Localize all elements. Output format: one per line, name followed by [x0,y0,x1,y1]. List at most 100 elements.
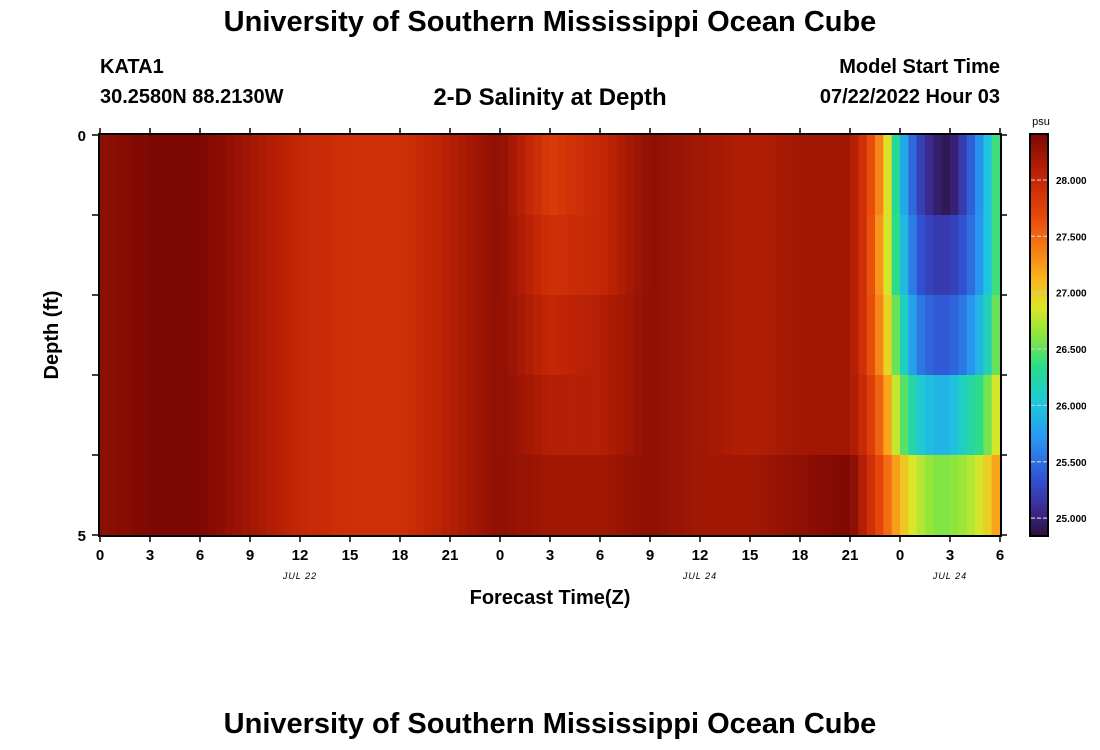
heatmap-cell [800,295,809,376]
heatmap-cell [958,375,968,456]
heatmap-cell [583,375,593,456]
heatmap-cell [291,375,301,456]
heatmap-cell [208,215,218,296]
heatmap-cell [491,215,501,296]
heatmap-cell [508,295,518,376]
heatmap-cell [366,455,376,536]
heatmap-cell [858,455,868,536]
x-tick-label: 18 [792,547,809,564]
heatmap-cell [508,215,518,296]
heatmap-cell [241,375,251,456]
heatmap-cell [658,455,668,536]
heatmap-cell [250,135,259,216]
colorbar-tick-label: 28.000 [1056,176,1087,187]
heatmap-cell [400,215,409,296]
heatmap-cell [625,135,634,216]
heatmap-cell [533,375,543,456]
colorbar-tick-label: 27.000 [1056,289,1087,300]
heatmap-cell [175,215,184,296]
heatmap-cell [683,375,693,456]
heatmap-cell [108,455,118,536]
heatmap-cell [725,375,734,456]
heatmap-cell [458,295,468,376]
heatmap-cell [541,295,551,376]
heatmap-cell [225,215,234,296]
heatmap-cell [875,455,884,536]
heatmap-cell [600,455,609,536]
heatmap-cell [783,375,793,456]
heatmap-cell [975,295,984,376]
heatmap-cell [700,375,709,456]
heatmap-cell [941,375,951,456]
heatmap-cell [800,375,809,456]
x-tick-label: 21 [842,547,859,564]
heatmap-cell [325,455,334,536]
heatmap-cell [825,135,834,216]
model-start-label: Model Start Time [839,56,1000,78]
heatmap-cell [666,295,676,376]
heatmap-cell [266,295,276,376]
heatmap-cell [450,375,459,456]
heatmap-cell [641,215,651,296]
heatmap-cell [650,455,659,536]
heatmap-cell [725,455,734,536]
heatmap-cell [616,295,626,376]
heatmap-cell [941,135,951,216]
heatmap-cell [141,375,151,456]
heatmap-cell [241,455,251,536]
heatmap-cell [333,375,343,456]
heatmap-cell [108,135,118,216]
heatmap-cell [600,215,609,296]
heatmap-cell [925,215,934,296]
heatmap-cell [516,215,526,296]
heatmap-cell [658,215,668,296]
heatmap-cell [116,375,126,456]
heatmap-cell [300,135,309,216]
heatmap-cell [866,295,876,376]
heatmap-cell [925,135,934,216]
heatmap-cell [950,215,959,296]
heatmap-cell [700,215,709,296]
heatmap-cell [133,375,143,456]
heatmap-cell [100,135,109,216]
heatmap-cell [750,215,759,296]
heatmap-cell [466,215,476,296]
heatmap-cell [833,295,843,376]
heatmap-cell [883,215,893,296]
x-tick-label: 9 [246,547,254,564]
heatmap-cell [575,375,584,456]
heatmap-cell [300,455,309,536]
heatmap-cell [383,295,393,376]
heatmap-cell [733,135,743,216]
heatmap-cell [958,295,968,376]
heatmap-cell [183,215,193,296]
heatmap-cell [808,135,818,216]
heatmap-cell [900,375,909,456]
heatmap-cell [408,135,418,216]
heatmap-cell [200,455,209,536]
heatmap-cell [975,215,984,296]
heatmap-cell [325,375,334,456]
heatmap-cell [991,295,1001,376]
heatmap-cell [566,295,576,376]
heatmap-cell [225,375,234,456]
heatmap-cell [125,295,134,376]
heatmap-cell [691,375,701,456]
heatmap-cell [166,295,176,376]
heatmap-cell [625,295,634,376]
heatmap-cell [300,295,309,376]
heatmap-cell [525,455,534,536]
heatmap-cell [675,295,684,376]
y-axis-label: Depth (ft) [41,291,63,380]
heatmap-cell [283,455,293,536]
heatmap-cell [275,455,284,536]
heatmap-cell [566,375,576,456]
heatmap-cell [341,135,351,216]
heatmap-cell [708,455,718,536]
heatmap-cell [541,215,551,296]
heatmap-cell [708,375,718,456]
heatmap-cell [416,375,426,456]
x-tick-label: 3 [546,547,554,564]
heatmap-cell [733,295,743,376]
heatmap-cell [666,455,676,536]
